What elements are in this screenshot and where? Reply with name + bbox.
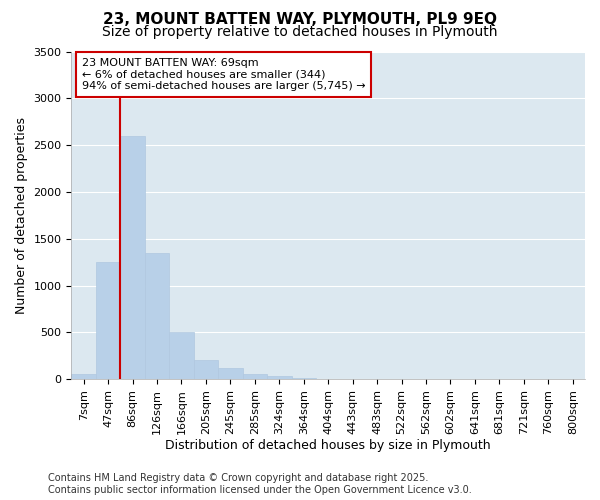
Bar xyxy=(145,253,169,379)
Bar xyxy=(267,376,292,379)
Bar xyxy=(121,136,145,379)
Bar xyxy=(292,378,316,379)
Text: Size of property relative to detached houses in Plymouth: Size of property relative to detached ho… xyxy=(102,25,498,39)
Bar xyxy=(169,332,194,379)
Bar xyxy=(194,360,218,379)
Text: Contains HM Land Registry data © Crown copyright and database right 2025.
Contai: Contains HM Land Registry data © Crown c… xyxy=(48,474,472,495)
X-axis label: Distribution of detached houses by size in Plymouth: Distribution of detached houses by size … xyxy=(166,440,491,452)
Bar xyxy=(96,262,121,379)
Bar xyxy=(218,368,242,379)
Text: 23, MOUNT BATTEN WAY, PLYMOUTH, PL9 9EQ: 23, MOUNT BATTEN WAY, PLYMOUTH, PL9 9EQ xyxy=(103,12,497,28)
Y-axis label: Number of detached properties: Number of detached properties xyxy=(15,117,28,314)
Bar xyxy=(71,374,96,379)
Bar xyxy=(242,374,267,379)
Text: 23 MOUNT BATTEN WAY: 69sqm
← 6% of detached houses are smaller (344)
94% of semi: 23 MOUNT BATTEN WAY: 69sqm ← 6% of detac… xyxy=(82,58,365,92)
